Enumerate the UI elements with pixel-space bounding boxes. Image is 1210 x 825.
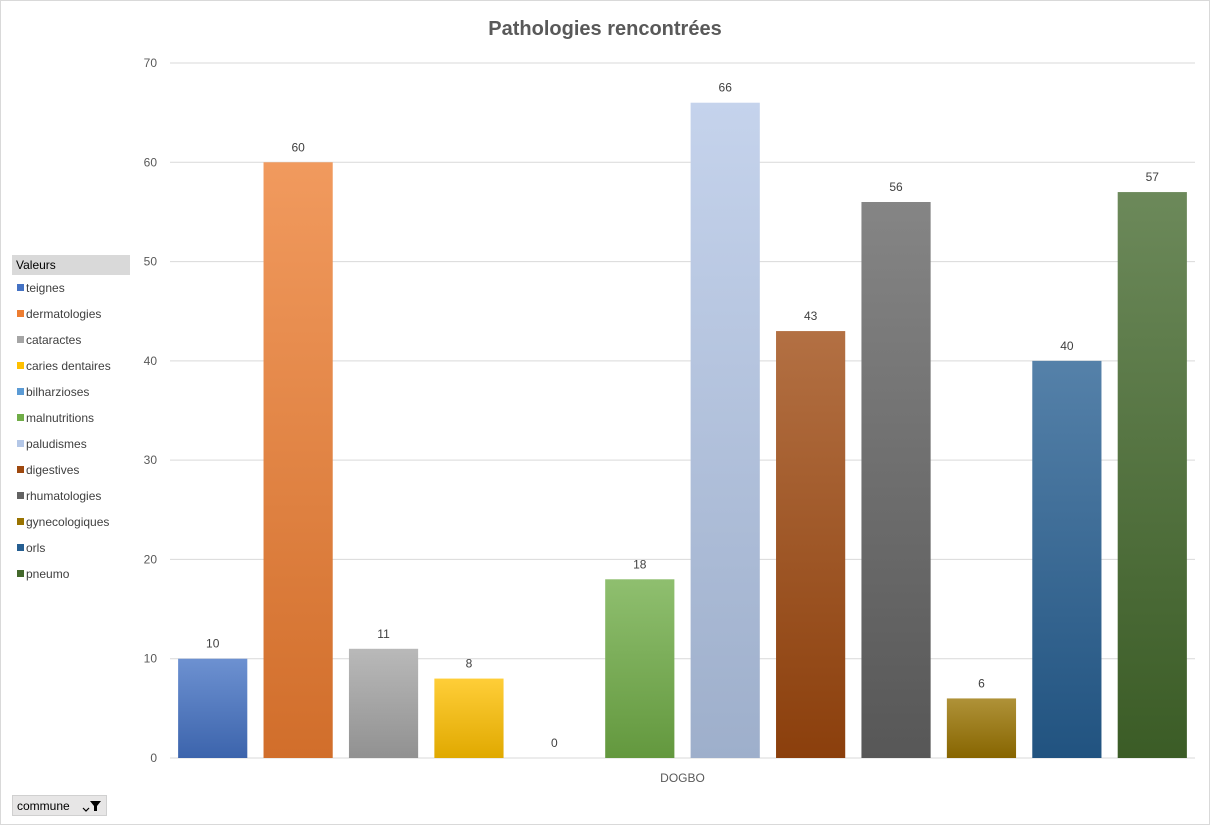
bar-pneumo[interactable] — [1117, 192, 1187, 759]
legend-swatch — [17, 518, 24, 525]
bar-teignes[interactable] — [178, 658, 248, 758]
y-tick-label: 0 — [150, 751, 157, 765]
bar-rhumatologies[interactable] — [861, 202, 931, 758]
bar-gynecologiques[interactable] — [946, 698, 1017, 758]
filter-label: commune — [17, 799, 70, 813]
legend-item[interactable]: gynecologiques — [12, 509, 130, 535]
data-label: 40 — [1060, 339, 1074, 353]
legend-swatch — [17, 544, 24, 551]
legend-item[interactable]: pneumo — [12, 561, 130, 587]
legend-item[interactable]: bilharzioses — [12, 379, 130, 405]
legend-label: caries dentaires — [26, 359, 111, 373]
legend-swatch — [17, 414, 24, 421]
bar-paludismes[interactable] — [690, 102, 760, 758]
data-label: 57 — [1146, 170, 1160, 184]
bar-dermatologies[interactable] — [263, 162, 333, 759]
legend-item[interactable]: orls — [12, 535, 130, 561]
legend-swatch — [17, 492, 24, 499]
bar-orls[interactable] — [1032, 360, 1102, 758]
legend-label: digestives — [26, 463, 80, 477]
chart-title: Pathologies rencontrées — [488, 18, 722, 40]
data-label: 8 — [466, 657, 473, 671]
y-tick-label: 30 — [144, 453, 158, 467]
y-tick-label: 40 — [144, 354, 158, 368]
legend-swatch — [17, 570, 24, 577]
x-category-label: DOGBO — [660, 771, 705, 785]
legend-label: malnutritions — [26, 411, 95, 425]
legend-swatch — [17, 440, 24, 447]
legend-item[interactable]: rhumatologies — [12, 483, 130, 509]
legend-item[interactable]: teignes — [12, 275, 130, 301]
legend-label: bilharzioses — [26, 385, 90, 399]
bar-malnutritions[interactable] — [605, 579, 675, 758]
legend-label: pneumo — [26, 567, 70, 581]
legend-item[interactable]: caries dentaires — [12, 353, 130, 379]
legend-swatch — [17, 310, 24, 317]
y-tick-label: 70 — [144, 56, 158, 70]
data-label: 6 — [978, 676, 985, 690]
data-label: 60 — [291, 140, 305, 154]
legend-item[interactable]: cataractes — [12, 327, 130, 353]
legend-item[interactable]: paludismes — [12, 431, 130, 457]
bar-caries-dentaires[interactable] — [434, 678, 504, 758]
y-tick-label: 60 — [144, 155, 158, 169]
data-label: 66 — [719, 81, 733, 95]
y-tick-label: 10 — [144, 652, 158, 666]
commune-filter-button[interactable]: commune — [12, 795, 107, 816]
y-tick-label: 20 — [144, 552, 158, 566]
data-label: 43 — [804, 309, 818, 323]
data-label: 0 — [551, 736, 558, 750]
legend-item[interactable]: dermatologies — [12, 301, 130, 327]
legend-swatch — [17, 362, 24, 369]
legend-label: rhumatologies — [26, 489, 102, 503]
legend-label: teignes — [26, 281, 65, 295]
y-tick-label: 50 — [144, 255, 158, 269]
legend-item[interactable]: malnutritions — [12, 405, 130, 431]
legend-swatch — [17, 336, 24, 343]
legend-label: dermatologies — [26, 307, 102, 321]
legend-label: paludismes — [26, 437, 87, 451]
bar-cataractes[interactable] — [348, 648, 419, 758]
legend-swatch — [17, 284, 24, 291]
data-label: 11 — [377, 627, 390, 641]
legend-label: orls — [26, 541, 46, 555]
legend-label: gynecologiques — [26, 515, 110, 529]
bar-digestives[interactable] — [776, 331, 846, 758]
data-label: 18 — [633, 557, 647, 571]
data-label: 56 — [889, 180, 903, 194]
legend-swatch — [17, 388, 24, 395]
legend-label: cataractes — [26, 333, 82, 347]
filter-funnel-icon — [82, 801, 101, 812]
legend-swatch — [17, 466, 24, 473]
legend-header[interactable]: Valeurs — [12, 255, 130, 275]
data-label: 10 — [206, 637, 220, 651]
legend[interactable]: Valeurs teignes dermatologies cataractes ca… — [12, 255, 130, 587]
legend-item[interactable]: digestives — [12, 457, 130, 483]
